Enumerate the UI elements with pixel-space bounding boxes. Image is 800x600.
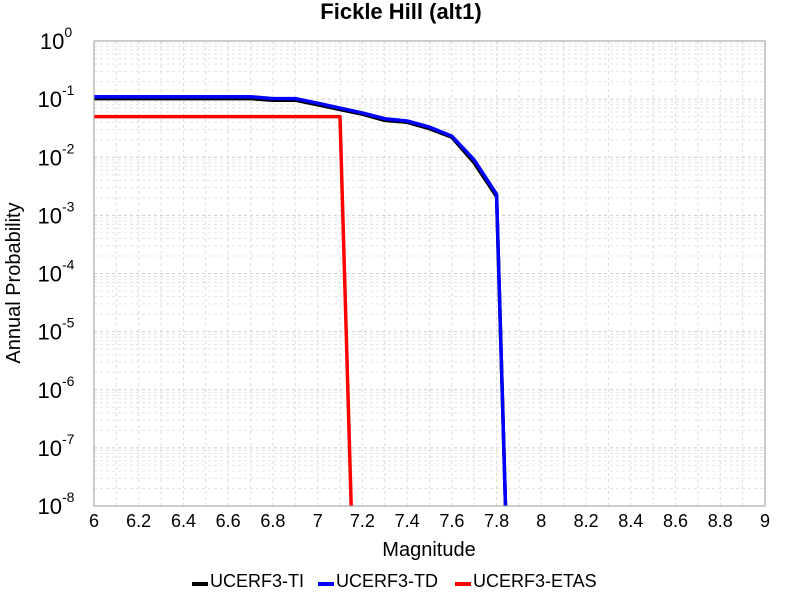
y-tick-label: 10-3	[38, 198, 75, 228]
x-tick-label: 6	[89, 511, 99, 531]
x-tick-label: 7.6	[439, 511, 464, 531]
legend: UCERF3-TI UCERF3-TD UCERF3-ETAS	[192, 571, 597, 591]
y-tick-label: 10-2	[38, 140, 75, 170]
x-tick-label: 6.6	[216, 511, 241, 531]
x-tick-label: 8.2	[574, 511, 599, 531]
y-tick-label: 10-7	[38, 431, 75, 461]
legend-item-ucerf3-etas: UCERF3-ETAS	[455, 571, 597, 591]
y-tick-label: 10-1	[38, 82, 75, 112]
x-tick-label: 6.2	[126, 511, 151, 531]
legend-label: UCERF3-TI	[210, 571, 304, 591]
x-tick-label: 9	[760, 511, 770, 531]
y-tick-label: 10-4	[38, 257, 75, 287]
x-tick-label: 8.4	[618, 511, 643, 531]
y-axis-label: Annual Probability	[3, 202, 25, 363]
legend-item-ucerf3-ti: UCERF3-TI	[192, 571, 304, 591]
series-line-ucerf3-etas	[94, 114, 353, 506]
y-tick-label: 10-5	[38, 315, 75, 345]
x-tick-labels: 6 6.2 6.4 6.6 6.8 7 7.2 7.4 7.6 7.8 8 8.2 8.4 8.6 8.8 9	[89, 511, 770, 531]
plot-frame	[93, 40, 766, 507]
x-tick-label: 7.8	[484, 511, 509, 531]
y-tick-labels: 100 10-1 10-2 10-3 10-4 10-5 10-6 10-7 10-8	[38, 24, 75, 519]
grid	[93, 41, 766, 507]
legend-label: UCERF3-TD	[336, 571, 438, 591]
series-layer	[94, 94, 508, 506]
x-axis-label: Magnitude	[382, 539, 475, 561]
x-tick-label: 7.4	[395, 511, 420, 531]
legend-label: UCERF3-ETAS	[473, 571, 597, 591]
legend-item-ucerf3-td: UCERF3-TD	[318, 571, 438, 591]
x-tick-label: 8.6	[663, 511, 688, 531]
y-tick-label: 10-6	[38, 373, 75, 403]
y-tick-label: 100	[40, 24, 72, 54]
y-tick-label: 10-8	[38, 489, 75, 519]
x-tick-label: 7.2	[350, 511, 375, 531]
series-line-ucerf3-td	[94, 94, 508, 506]
x-tick-label: 6.8	[260, 511, 285, 531]
x-tick-label: 8	[536, 511, 546, 531]
chart-title: Fickle Hill (alt1)	[320, 0, 481, 24]
x-tick-label: 7	[313, 511, 323, 531]
x-tick-label: 8.8	[708, 511, 733, 531]
x-tick-label: 6.4	[171, 511, 196, 531]
